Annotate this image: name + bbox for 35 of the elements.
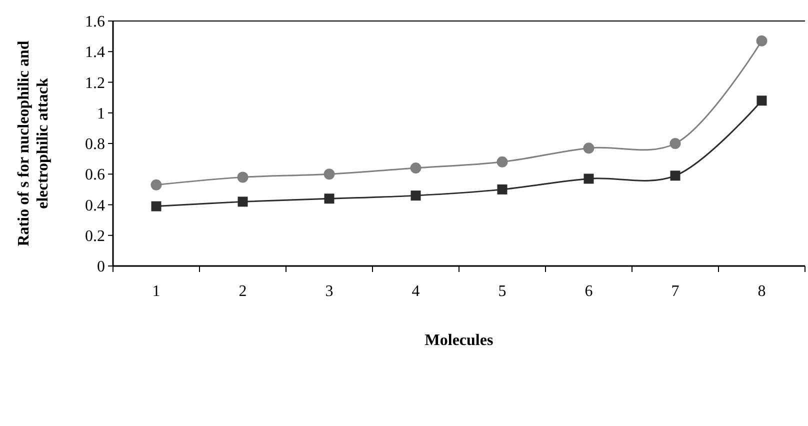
x-tick-label: 1 bbox=[152, 283, 160, 300]
point bbox=[496, 156, 508, 168]
y-tick-label: 1.2 bbox=[85, 74, 105, 92]
point bbox=[583, 142, 594, 154]
y-tick-label: 0 bbox=[97, 258, 105, 276]
x-tick-label: 8 bbox=[758, 283, 766, 300]
y-axis-title: Ratio of s for nucleophilic and electrophilic attack bbox=[15, 40, 52, 246]
x-tick-label: 6 bbox=[584, 283, 593, 300]
point bbox=[151, 201, 162, 212]
point bbox=[238, 196, 248, 207]
point bbox=[410, 162, 422, 174]
x-tick-label: 7 bbox=[671, 283, 680, 300]
point bbox=[150, 179, 162, 190]
point bbox=[670, 138, 681, 149]
point bbox=[497, 184, 508, 194]
y-tick-label: 1.6 bbox=[85, 14, 105, 31]
point bbox=[324, 168, 335, 180]
point bbox=[584, 174, 594, 184]
point bbox=[237, 172, 248, 183]
x-tick-label: 3 bbox=[325, 283, 334, 300]
y-tick-label: 0.4 bbox=[85, 197, 105, 214]
x-axis-title: Molecules bbox=[424, 332, 494, 349]
y-tick-label: 0.2 bbox=[85, 228, 105, 245]
point bbox=[756, 35, 768, 46]
point bbox=[324, 194, 334, 204]
y-tick-label: 0.6 bbox=[85, 166, 105, 184]
x-tick-label: 5 bbox=[498, 283, 506, 300]
x-tick-label: 2 bbox=[238, 283, 247, 300]
y-tick-label: 1.4 bbox=[85, 44, 105, 62]
point bbox=[670, 170, 680, 181]
point bbox=[756, 96, 767, 106]
y-tick-label: 0.8 bbox=[85, 136, 105, 154]
point bbox=[410, 190, 421, 201]
x-tick-label: 4 bbox=[412, 283, 420, 300]
y-tick-label: 1 bbox=[97, 105, 105, 122]
